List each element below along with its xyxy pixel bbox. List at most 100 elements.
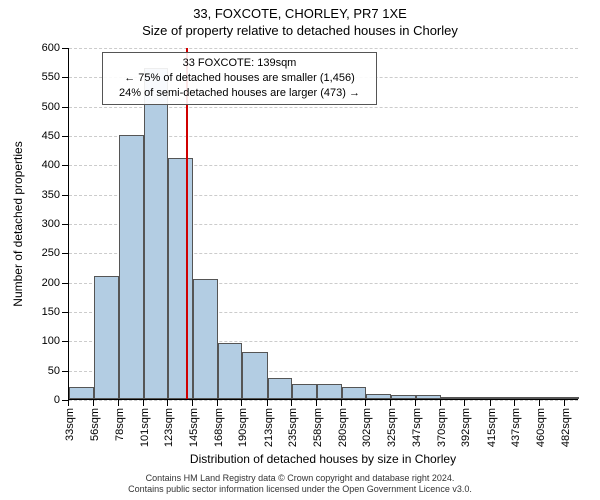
xtick-label: 392sqm: [460, 408, 472, 447]
histogram-bar: [119, 135, 144, 399]
footer: Contains HM Land Registry data © Crown c…: [0, 473, 600, 496]
ytick-label: 550: [42, 71, 60, 83]
xtick-label: 213sqm: [263, 408, 275, 447]
annotation-line-1: 33 FOXCOTE: 139sqm: [109, 56, 370, 71]
histogram-bar: [292, 384, 317, 399]
footer-line-1: Contains HM Land Registry data © Crown c…: [0, 473, 600, 485]
xtick: [241, 400, 242, 406]
ytick: [62, 165, 68, 166]
ytick-label: 200: [42, 277, 60, 289]
ytick: [62, 136, 68, 137]
xtick: [415, 400, 416, 406]
histogram-bar: [242, 352, 267, 399]
ytick: [62, 371, 68, 372]
histogram-bar: [342, 387, 366, 399]
ytick-label: 450: [42, 130, 60, 142]
xtick: [390, 400, 391, 406]
ytick: [62, 341, 68, 342]
xtick-label: 460sqm: [535, 408, 547, 447]
ytick: [62, 253, 68, 254]
xtick-label: 145sqm: [188, 408, 200, 447]
gridline: [69, 48, 578, 49]
ytick-label: 350: [42, 189, 60, 201]
histogram-bar: [193, 279, 218, 399]
histogram-bar: [391, 395, 415, 399]
histogram-bar: [317, 384, 341, 399]
xtick-label: 280sqm: [337, 408, 349, 447]
ytick-label: 300: [42, 218, 60, 230]
ytick: [62, 77, 68, 78]
y-axis-label: Number of detached properties: [11, 141, 25, 306]
histogram-bar: [515, 397, 540, 399]
xtick: [564, 400, 565, 406]
xtick-label: 370sqm: [436, 408, 448, 447]
ytick-label: 150: [42, 306, 60, 318]
histogram-bar: [69, 387, 94, 399]
xtick: [490, 400, 491, 406]
footer-line-2: Contains public sector information licen…: [0, 484, 600, 496]
ytick-label: 500: [42, 101, 60, 113]
ytick-label: 250: [42, 247, 60, 259]
xtick-label: 33sqm: [64, 408, 76, 441]
ytick-label: 0: [54, 394, 60, 406]
xtick: [167, 400, 168, 406]
histogram-bar: [94, 276, 118, 399]
histogram-bar: [491, 397, 515, 399]
xtick-label: 78sqm: [114, 408, 126, 441]
xtick: [143, 400, 144, 406]
chart-container: 33, FOXCOTE, CHORLEY, PR7 1XE Size of pr…: [0, 0, 600, 500]
xtick: [464, 400, 465, 406]
xtick: [440, 400, 441, 406]
xtick-label: 235sqm: [287, 408, 299, 447]
xtick-label: 101sqm: [139, 408, 151, 447]
ytick-label: 600: [42, 42, 60, 54]
histogram-bar: [168, 158, 192, 399]
ytick: [62, 48, 68, 49]
xtick: [68, 400, 69, 406]
annotation-box: 33 FOXCOTE: 139sqm ← 75% of detached hou…: [102, 52, 377, 105]
annotation-line-3: 24% of semi-detached houses are larger (…: [109, 86, 370, 101]
xtick: [341, 400, 342, 406]
xtick: [118, 400, 119, 406]
gridline: [69, 400, 578, 401]
ytick: [62, 224, 68, 225]
xtick: [192, 400, 193, 406]
ytick-label: 100: [42, 335, 60, 347]
histogram-bar: [268, 378, 292, 399]
ytick: [62, 195, 68, 196]
histogram-bar: [218, 343, 242, 399]
histogram-bar: [416, 395, 441, 399]
xtick-label: 437sqm: [510, 408, 522, 447]
ytick: [62, 283, 68, 284]
xtick-label: 325sqm: [386, 408, 398, 447]
ytick-label: 400: [42, 159, 60, 171]
xtick-label: 56sqm: [89, 408, 101, 441]
x-axis-label: Distribution of detached houses by size …: [190, 452, 456, 466]
histogram-bar: [441, 397, 465, 399]
annotation-line-2: ← 75% of detached houses are smaller (1,…: [109, 71, 370, 86]
ytick: [62, 107, 68, 108]
xtick-label: 168sqm: [213, 408, 225, 447]
xtick: [267, 400, 268, 406]
xtick: [291, 400, 292, 406]
ytick-label: 50: [48, 365, 60, 377]
ytick: [62, 312, 68, 313]
xtick-label: 415sqm: [486, 408, 498, 447]
xtick: [217, 400, 218, 406]
xtick-label: 123sqm: [163, 408, 175, 447]
xtick-label: 190sqm: [237, 408, 249, 447]
histogram-bar: [465, 397, 490, 399]
xtick-label: 347sqm: [411, 408, 423, 447]
histogram-bar: [540, 397, 564, 399]
histogram-bar: [366, 394, 391, 399]
xtick: [514, 400, 515, 406]
histogram-bar: [144, 68, 168, 399]
xtick-label: 302sqm: [361, 408, 373, 447]
xtick: [539, 400, 540, 406]
xtick: [93, 400, 94, 406]
xtick-label: 258sqm: [312, 408, 324, 447]
histogram-bar: [565, 397, 579, 399]
xtick-label: 482sqm: [560, 408, 572, 447]
xtick: [316, 400, 317, 406]
xtick: [365, 400, 366, 406]
